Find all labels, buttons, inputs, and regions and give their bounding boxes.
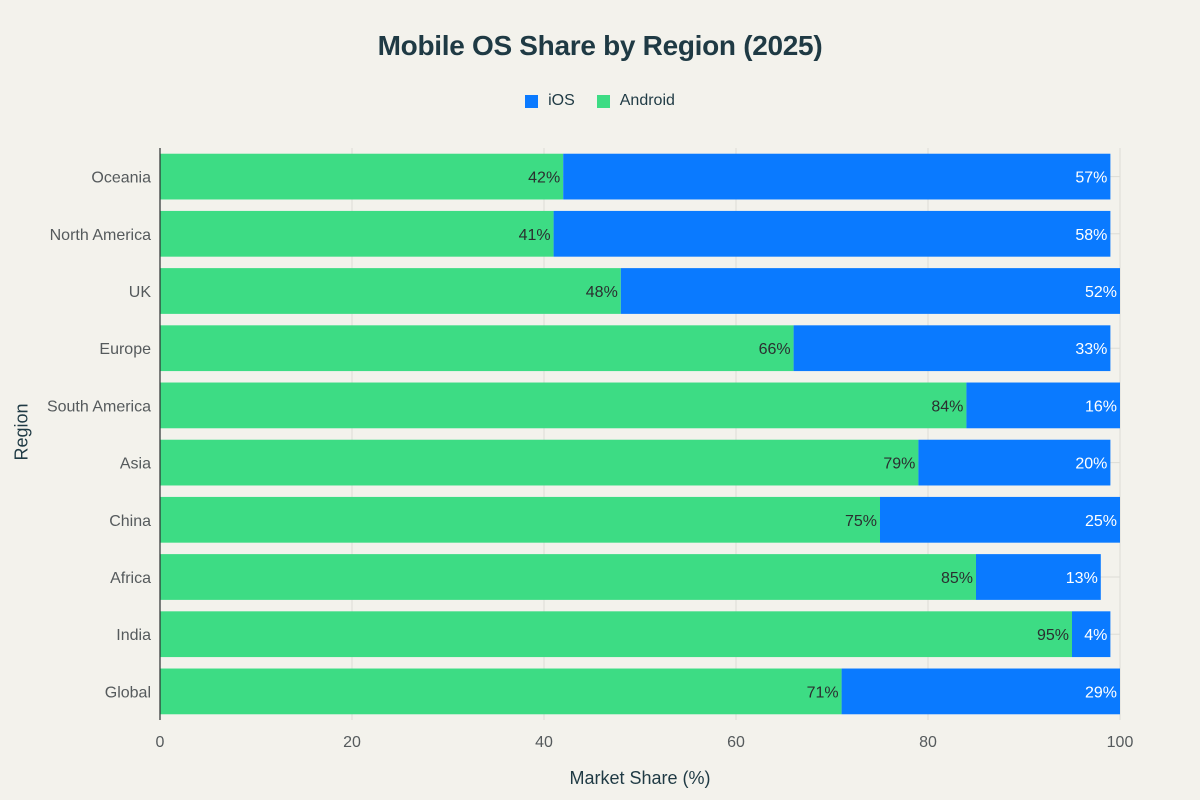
bar-label-android: 41% <box>519 227 551 244</box>
bar-android <box>160 496 880 543</box>
bar-label-ios: 16% <box>1085 398 1117 415</box>
legend: iOS Android <box>0 92 1200 110</box>
y-tick-label: India <box>116 627 151 644</box>
bar-label-android: 75% <box>845 513 877 530</box>
x-tick-label: 40 <box>535 734 553 751</box>
bar-label-ios: 58% <box>1075 227 1107 244</box>
x-tick-label: 0 <box>156 734 165 751</box>
bar-label-android: 42% <box>528 170 560 187</box>
bar-ios <box>620 268 1120 314</box>
bar-android <box>160 382 967 429</box>
legend-item-ios[interactable]: iOS <box>525 92 575 110</box>
legend-item-android[interactable]: Android <box>596 92 675 110</box>
bar-ios <box>918 439 1111 486</box>
legend-label-ios: iOS <box>548 92 575 109</box>
legend-swatch-android <box>596 94 610 108</box>
bar-label-android: 48% <box>586 284 618 301</box>
bar-label-ios: 52% <box>1085 284 1117 301</box>
bar-android <box>160 153 564 200</box>
bar-label-ios: 29% <box>1085 684 1117 701</box>
legend-label-android: Android <box>619 92 675 109</box>
legend-swatch-ios <box>525 94 539 108</box>
y-tick-label: Africa <box>110 570 151 587</box>
bar-label-ios: 13% <box>1066 570 1098 587</box>
bar-label-android: 71% <box>807 684 839 701</box>
x-tick-label: 80 <box>919 734 937 751</box>
bar-ios <box>966 382 1120 429</box>
bar-android <box>160 325 794 372</box>
bar-android <box>160 668 842 715</box>
bar-ios <box>553 210 1111 257</box>
y-tick-label: Oceania <box>91 170 151 187</box>
bar-label-ios: 25% <box>1085 513 1117 530</box>
bar-android <box>160 611 1072 658</box>
y-tick-label: South America <box>47 398 151 415</box>
bar-android <box>160 268 621 314</box>
chart-title: Mobile OS Share by Region (2025) <box>377 30 823 61</box>
y-tick-label: Europe <box>99 341 151 358</box>
bar-android <box>160 210 554 257</box>
y-tick-label: UK <box>129 284 152 301</box>
y-tick-label: North America <box>50 227 151 244</box>
y-tick-label: Asia <box>120 456 151 473</box>
bar-android <box>160 439 919 486</box>
bar-ios <box>563 153 1111 200</box>
bar-label-ios: 57% <box>1075 170 1107 187</box>
bar-label-android: 84% <box>931 398 963 415</box>
bar-label-android: 85% <box>941 570 973 587</box>
bar-ios <box>976 554 1101 600</box>
x-tick-label: 20 <box>343 734 361 751</box>
bar-label-ios: 20% <box>1075 456 1107 473</box>
bar-label-android: 95% <box>1037 627 1069 644</box>
bar-ios <box>841 668 1120 715</box>
x-tick-label: 60 <box>727 734 745 751</box>
bar-ios <box>880 496 1120 543</box>
bar-label-ios: 4% <box>1084 627 1107 644</box>
x-axis-title: Market Share (%) <box>569 768 711 788</box>
bar-label-android: 66% <box>759 341 791 358</box>
x-tick-label: 100 <box>1107 734 1134 751</box>
bar-ios <box>793 325 1111 372</box>
y-tick-label: China <box>109 513 151 530</box>
bar-label-android: 79% <box>883 456 915 473</box>
bar-ios <box>1072 611 1111 658</box>
y-tick-label: Global <box>105 684 151 701</box>
bar-label-ios: 33% <box>1075 341 1107 358</box>
bar-android <box>160 554 976 600</box>
